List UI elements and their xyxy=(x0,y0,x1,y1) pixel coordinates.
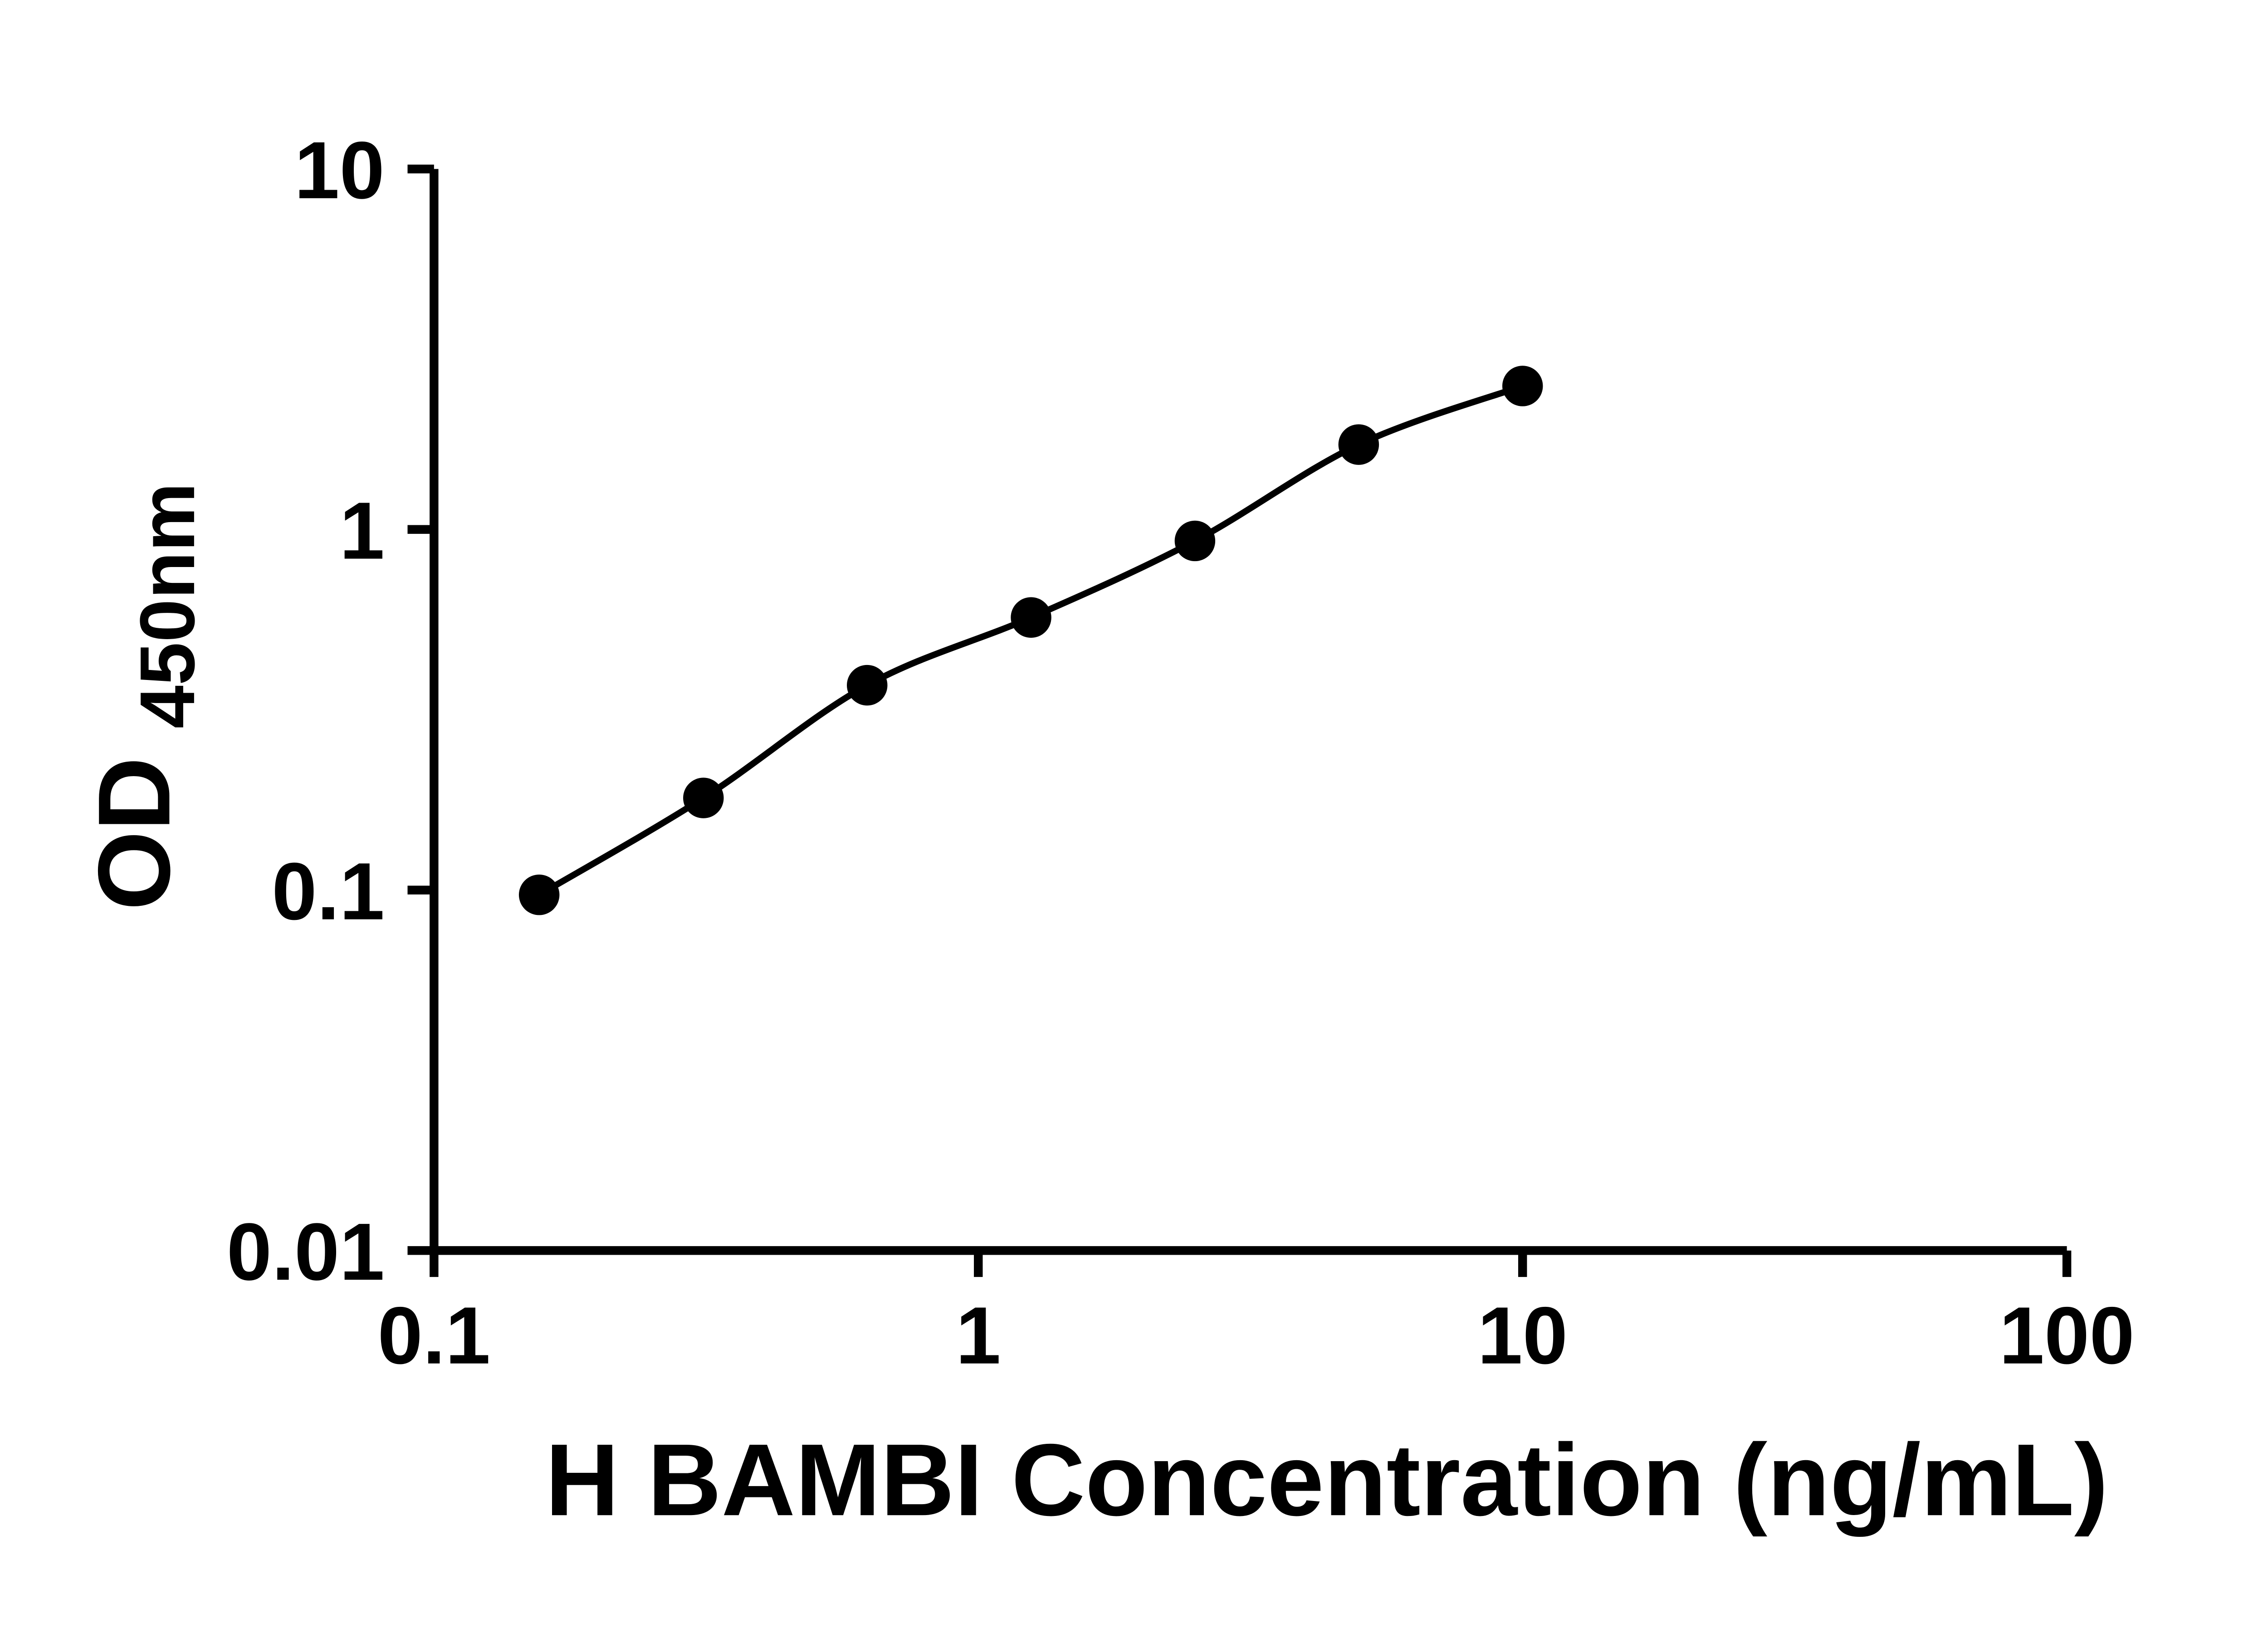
x-tick-label: 100 xyxy=(1999,1290,2135,1381)
y-axis-title: OD 450nm xyxy=(77,483,210,910)
x-axis-title: H BAMBI Concentration (ng/mL) xyxy=(545,1423,2108,1537)
y-axis-title-main: OD xyxy=(77,757,191,910)
data-point xyxy=(518,874,560,915)
y-axis-title-subscript: 450nm xyxy=(124,483,211,728)
data-point xyxy=(1011,597,1051,638)
x-tick-label: 10 xyxy=(1477,1290,1568,1381)
y-tick-label: 0.1 xyxy=(272,846,385,937)
data-point xyxy=(846,665,888,706)
x-tick-label: 0.1 xyxy=(377,1290,490,1381)
y-tick-label: 10 xyxy=(294,125,385,215)
x-tick-label: 1 xyxy=(956,1290,1001,1381)
data-point xyxy=(1338,424,1379,465)
data-point xyxy=(1502,366,1543,406)
y-tick-label: 1 xyxy=(339,485,385,576)
data-point xyxy=(683,777,724,818)
fit-curve xyxy=(538,383,1524,898)
y-tick-label: 0.01 xyxy=(227,1206,385,1297)
data-point xyxy=(1174,520,1216,562)
